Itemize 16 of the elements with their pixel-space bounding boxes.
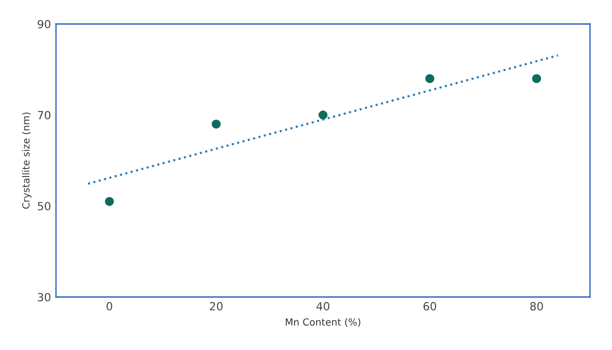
x-axis-title: Mn Content (%) [286, 318, 360, 327]
point [212, 120, 221, 129]
y-tick-label: 70 [38, 110, 50, 120]
y-tick-label: 50 [38, 202, 50, 210]
point [318, 110, 328, 120]
y-tick-label: 90 [38, 20, 50, 28]
x-tick-label: 60 [424, 302, 436, 310]
point [425, 74, 434, 84]
y-axis-title: Crystallite size (nm) [22, 112, 32, 209]
point [104, 196, 114, 206]
x-tick-label: 80 [530, 302, 543, 310]
point [532, 74, 542, 84]
y-tick-label: 30 [38, 292, 50, 302]
x-tick-label: 0 [106, 302, 112, 310]
x-tick-label: 20 [210, 302, 223, 310]
x-tick-label: 40 [316, 302, 330, 310]
